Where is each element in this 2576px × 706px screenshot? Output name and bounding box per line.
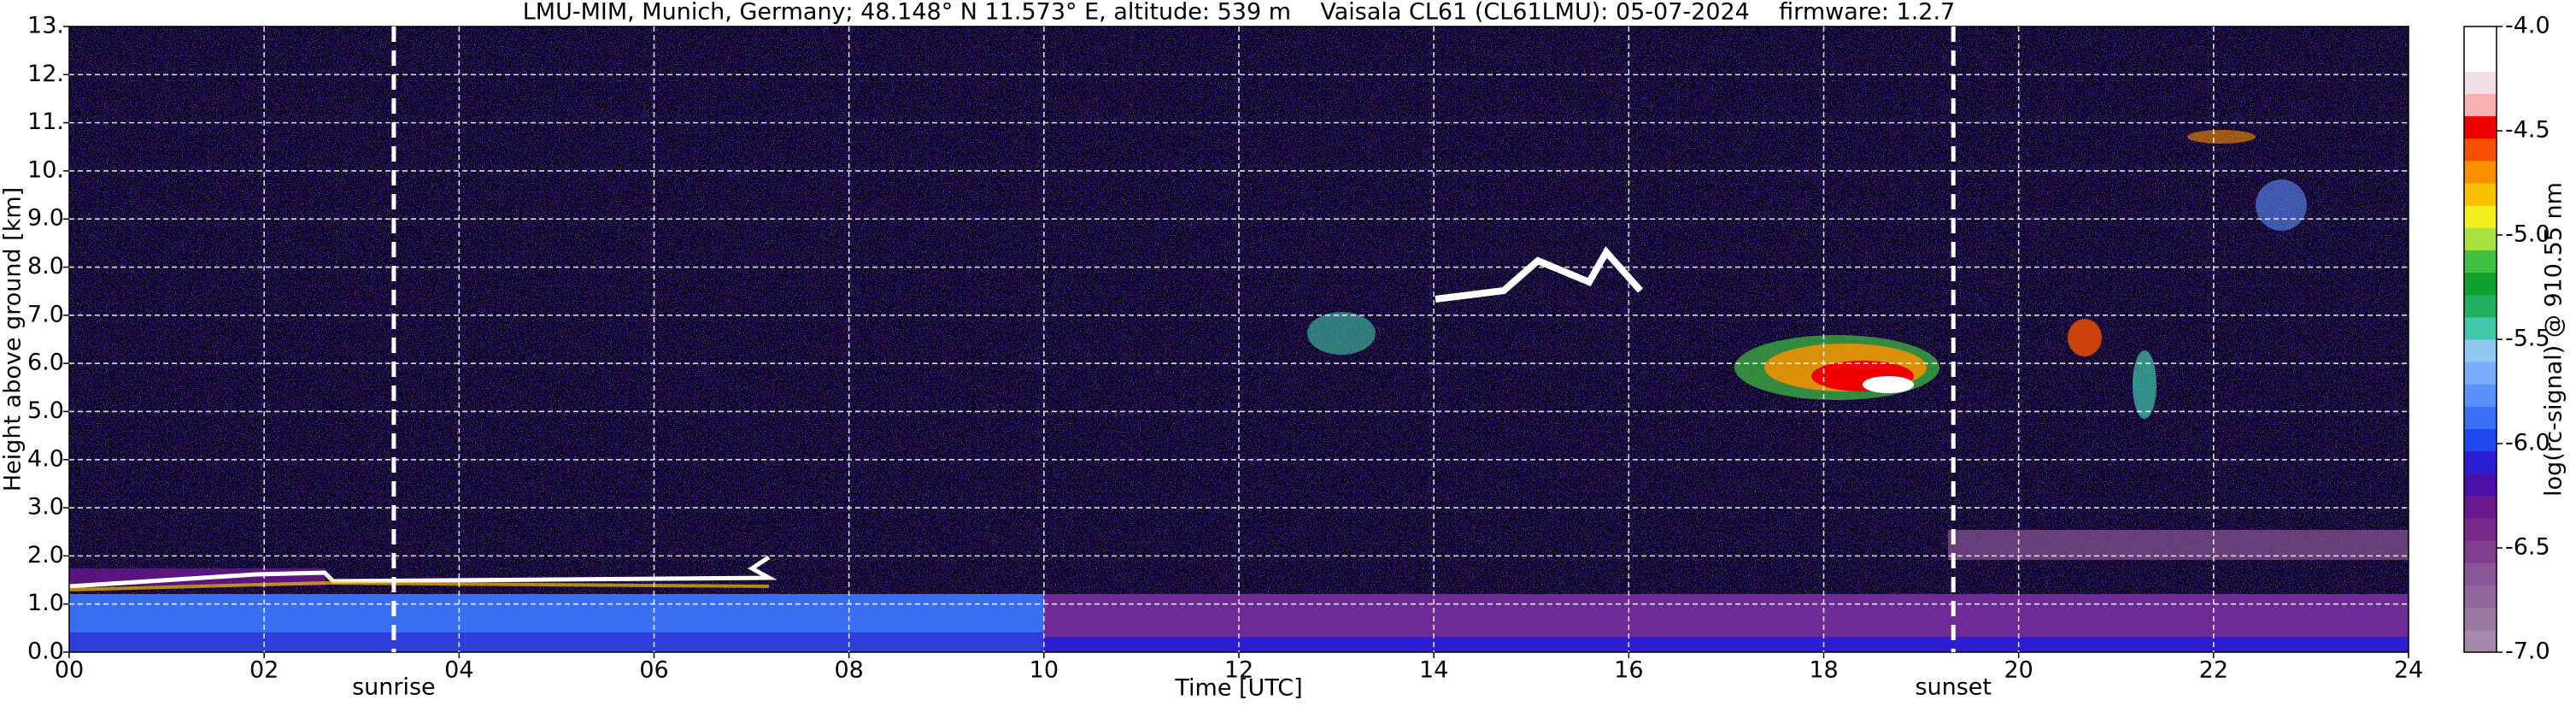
x-tick-label: 22 xyxy=(2199,657,2228,684)
x-tick-label: 02 xyxy=(249,657,279,684)
y-tick-label: 4.0 xyxy=(27,445,64,472)
colorbar-segment xyxy=(2464,518,2497,541)
y-axis-label: Height above ground [km] xyxy=(0,187,26,491)
colorbar-segment xyxy=(2464,115,2497,139)
colorbar-segment xyxy=(2464,585,2497,609)
x-tick-label: 14 xyxy=(1419,657,1448,684)
y-tick-label: 3.0 xyxy=(27,494,64,521)
annotation-label: sunset xyxy=(1915,674,1992,701)
colorbar-segment xyxy=(2464,384,2497,407)
colorbar-segment xyxy=(2464,339,2497,362)
colorbar-segment xyxy=(2464,183,2497,206)
colorbar-segment xyxy=(2464,205,2497,228)
colorbar-segment xyxy=(2464,272,2497,296)
x-tick-label: 06 xyxy=(639,657,668,684)
x-tick-label: 20 xyxy=(2004,657,2033,684)
x-tick-label: 10 xyxy=(1030,657,1059,684)
x-tick-label: 16 xyxy=(1614,657,1643,684)
y-tick-label: 7.0 xyxy=(27,301,64,327)
y-tick-label: 8.0 xyxy=(27,253,64,279)
x-axis-label: Time [UTC] xyxy=(1174,675,1302,702)
x-tick-label: 24 xyxy=(2394,657,2423,684)
y-tick-label: 0.0 xyxy=(27,638,64,665)
colorbar-label: log(rc-signal) @ 910.55 nm xyxy=(2541,182,2567,497)
y-tick-label: 1.0 xyxy=(27,590,64,616)
colorbar-segment xyxy=(2464,93,2497,117)
colorbar-segment xyxy=(2464,607,2497,631)
x-tick-label: 08 xyxy=(834,657,863,684)
colorbar-segment xyxy=(2464,473,2497,497)
colorbar-tick-label: -5.0 xyxy=(2505,221,2550,248)
colorbar-segment xyxy=(2464,450,2497,474)
y-tick-label: 11. xyxy=(27,109,64,135)
annotation-label: sunrise xyxy=(352,674,436,701)
colorbar-segment xyxy=(2464,406,2497,430)
colorbar-segment xyxy=(2464,540,2497,563)
colorbar-segment xyxy=(2464,26,2497,50)
x-tick-label: 04 xyxy=(444,657,473,684)
colorbar-segment xyxy=(2464,562,2497,586)
y-tick-label: 2.0 xyxy=(27,542,64,568)
colorbar-segment xyxy=(2464,294,2497,318)
colorbar-segment xyxy=(2464,227,2497,250)
colorbar-segment xyxy=(2464,160,2497,184)
colorbar-tick-label: -4.5 xyxy=(2505,117,2550,144)
chart-title: LMU-MIM, Munich, Germany; 48.148° N 11.5… xyxy=(523,0,1956,26)
y-tick-label: 12. xyxy=(27,61,64,87)
colorbar-segment xyxy=(2464,428,2497,452)
y-tick-label: 5.0 xyxy=(27,397,64,424)
colorbar-tick-label: -4.0 xyxy=(2505,13,2550,39)
colorbar-tick-label: -6.5 xyxy=(2505,534,2550,561)
y-tick-label: 6.0 xyxy=(27,350,64,376)
x-tick-label: 18 xyxy=(1809,657,1838,684)
y-tick-label: 10. xyxy=(27,156,64,183)
colorbar-segment xyxy=(2464,49,2497,72)
colorbar-segment xyxy=(2464,496,2497,519)
y-tick-label: 13. xyxy=(27,13,64,39)
colorbar-segment xyxy=(2464,250,2497,274)
colorbar-tick-label: -6.0 xyxy=(2505,430,2550,456)
colorbar-segment xyxy=(2464,316,2497,340)
colorbar-segment xyxy=(2464,71,2497,94)
colorbar-segment xyxy=(2464,138,2497,162)
colorbar-segment xyxy=(2464,362,2497,385)
x-tick-label: 12 xyxy=(1224,657,1253,684)
colorbar-segment xyxy=(2464,629,2497,653)
colorbar-tick-label: -5.5 xyxy=(2505,326,2550,352)
x-tick-label: 00 xyxy=(55,657,84,684)
y-tick-label: 9.0 xyxy=(27,205,64,232)
colorbar-tick-label: -7.0 xyxy=(2505,638,2550,665)
